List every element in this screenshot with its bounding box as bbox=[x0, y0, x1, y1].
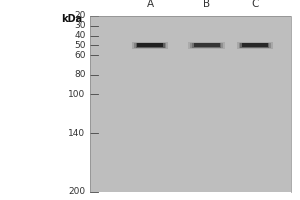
Text: 40: 40 bbox=[74, 31, 85, 40]
Text: 140: 140 bbox=[68, 129, 86, 138]
Bar bbox=[190, 43, 223, 48]
Bar bbox=[242, 43, 268, 47]
Bar bbox=[136, 43, 165, 48]
Text: B: B bbox=[203, 0, 210, 9]
Bar bbox=[132, 42, 168, 49]
Text: C: C bbox=[251, 0, 259, 9]
Text: 60: 60 bbox=[74, 51, 85, 60]
Text: 50: 50 bbox=[74, 41, 85, 50]
Bar bbox=[237, 42, 273, 49]
Bar bbox=[239, 43, 271, 48]
Bar bbox=[137, 43, 164, 47]
Text: 80: 80 bbox=[74, 70, 85, 79]
Text: A: A bbox=[147, 0, 154, 9]
Bar bbox=[188, 42, 225, 49]
Text: 200: 200 bbox=[68, 188, 86, 196]
Text: 30: 30 bbox=[74, 21, 85, 30]
Bar bbox=[192, 43, 221, 48]
Bar bbox=[240, 43, 269, 48]
Bar bbox=[194, 43, 220, 47]
Bar bbox=[134, 43, 166, 48]
Text: kDa: kDa bbox=[61, 14, 82, 24]
Text: 100: 100 bbox=[68, 90, 86, 99]
Text: 20: 20 bbox=[74, 11, 85, 21]
